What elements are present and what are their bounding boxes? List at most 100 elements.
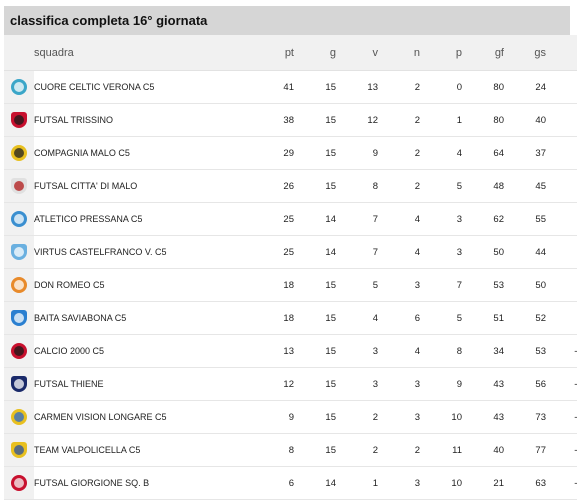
table-row[interactable]: FUTSAL TRISSINO38151221804040	[4, 104, 577, 137]
cell-gs: 56	[512, 368, 554, 401]
standings-panel: classifica completa 16° giornata squadra…	[4, 6, 577, 500]
team-name[interactable]: CARMEN VISION LONGARE C5	[34, 401, 224, 434]
cell-gs: 45	[512, 170, 554, 203]
team-logo-cell	[4, 203, 34, 236]
cell-p: 10	[428, 401, 470, 434]
cell-v: 2	[344, 434, 386, 467]
team-logo-cell	[4, 368, 34, 401]
team-name[interactable]: TEAM VALPOLICELLA C5	[34, 434, 224, 467]
team-logo-cell	[4, 467, 34, 500]
header-g[interactable]: g	[302, 35, 344, 71]
cell-gs: 52	[512, 302, 554, 335]
header-logo-cell	[4, 35, 34, 71]
table-row[interactable]: ATLETICO PRESSANA C5251474362557	[4, 203, 577, 236]
cell-g: 15	[302, 137, 344, 170]
cell-pt: 12	[224, 368, 302, 401]
cell-p: 3	[428, 203, 470, 236]
team-name[interactable]: ATLETICO PRESSANA C5	[34, 203, 224, 236]
cell-g: 15	[302, 269, 344, 302]
cell-dr: 27	[554, 137, 577, 170]
cell-gs: 24	[512, 71, 554, 104]
cell-pt: 26	[224, 170, 302, 203]
table-row[interactable]: VIRTUS CASTELFRANCO V. C5251474350446	[4, 236, 577, 269]
cell-g: 14	[302, 203, 344, 236]
cell-g: 15	[302, 170, 344, 203]
cell-pt: 25	[224, 203, 302, 236]
team-name[interactable]: VIRTUS CASTELFRANCO V. C5	[34, 236, 224, 269]
cell-dr: -37	[554, 434, 577, 467]
header-n[interactable]: n	[386, 35, 428, 71]
cell-n: 3	[386, 368, 428, 401]
team-logo-cell	[4, 236, 34, 269]
team-logo-cell	[4, 170, 34, 203]
cell-v: 2	[344, 401, 386, 434]
cell-v: 7	[344, 203, 386, 236]
cell-pt: 13	[224, 335, 302, 368]
team-name[interactable]: FUTSAL TRISSINO	[34, 104, 224, 137]
team-name[interactable]: COMPAGNIA MALO C5	[34, 137, 224, 170]
team-logo-cell	[4, 335, 34, 368]
cell-p: 4	[428, 137, 470, 170]
cell-gf: 21	[470, 467, 512, 500]
team-name[interactable]: FUTSAL GIORGIONE Sq. B	[34, 467, 224, 500]
cell-v: 8	[344, 170, 386, 203]
team-logo-cell	[4, 269, 34, 302]
cell-p: 1	[428, 104, 470, 137]
team-name[interactable]: CALCIO 2000 C5	[34, 335, 224, 368]
cell-gs: 44	[512, 236, 554, 269]
cell-g: 15	[302, 368, 344, 401]
cell-pt: 9	[224, 401, 302, 434]
calcio2000-shield-icon	[11, 343, 27, 359]
header-pt[interactable]: pt	[224, 35, 302, 71]
team-logo-cell	[4, 302, 34, 335]
cell-g: 15	[302, 104, 344, 137]
team-name[interactable]: FUTSAL THIENE	[34, 368, 224, 401]
table-row[interactable]: DON ROMEO C5181553753503	[4, 269, 577, 302]
cell-gf: 43	[470, 401, 512, 434]
table-row[interactable]: COMPAGNIA MALO C52915924643727	[4, 137, 577, 170]
header-gf[interactable]: gf	[470, 35, 512, 71]
cell-g: 15	[302, 434, 344, 467]
cell-v: 3	[344, 335, 386, 368]
cell-gf: 51	[470, 302, 512, 335]
header-v[interactable]: v	[344, 35, 386, 71]
cell-n: 2	[386, 137, 428, 170]
cell-n: 4	[386, 335, 428, 368]
header-squadra[interactable]: squadra	[34, 35, 224, 71]
cell-g: 14	[302, 467, 344, 500]
cell-g: 15	[302, 335, 344, 368]
team-name[interactable]: FUTSAL CITTA' DI MALO	[34, 170, 224, 203]
malo-crest-icon	[11, 145, 27, 161]
celtic-heart-icon	[11, 79, 27, 95]
thiene-stripes-icon	[11, 376, 27, 392]
header-dr[interactable]: dr	[554, 35, 577, 71]
cell-gs: 73	[512, 401, 554, 434]
team-logo-cell	[4, 401, 34, 434]
cell-p: 7	[428, 269, 470, 302]
don-romeo-shield-icon	[11, 277, 27, 293]
cell-gf: 34	[470, 335, 512, 368]
header-p[interactable]: p	[428, 35, 470, 71]
team-name[interactable]: BAITA SAVIABONA C5	[34, 302, 224, 335]
table-row[interactable]: FUTSAL CITTA' DI MALO261582548453	[4, 170, 577, 203]
cell-v: 5	[344, 269, 386, 302]
baita-shield-icon	[11, 310, 27, 326]
cell-gs: 63	[512, 467, 554, 500]
virtus-v-icon	[11, 244, 27, 260]
cell-v: 9	[344, 137, 386, 170]
cell-gs: 77	[512, 434, 554, 467]
cell-n: 2	[386, 71, 428, 104]
cell-gf: 62	[470, 203, 512, 236]
table-row[interactable]: CUORE CELTIC VERONA C541151320802456	[4, 71, 577, 104]
header-gs[interactable]: gs	[512, 35, 554, 71]
cell-dr: 6	[554, 236, 577, 269]
team-name[interactable]: DON ROMEO C5	[34, 269, 224, 302]
cell-gf: 80	[470, 104, 512, 137]
team-name[interactable]: CUORE CELTIC VERONA C5	[34, 71, 224, 104]
